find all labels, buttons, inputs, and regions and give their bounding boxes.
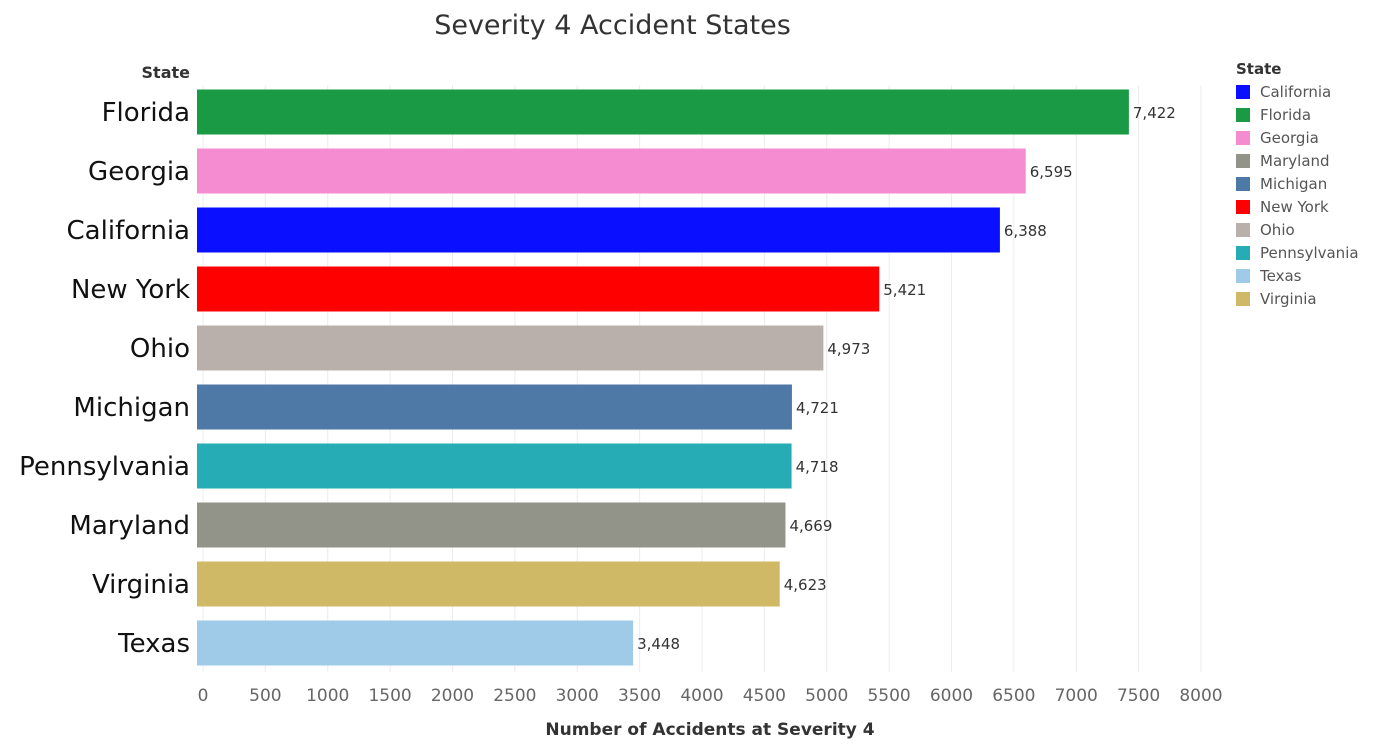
legend: State California Florida Georgia Maryland Mi…: [1236, 60, 1359, 310]
legend-swatch: [1236, 84, 1250, 99]
x-tick-label: 1000: [306, 686, 349, 706]
x-tick-label: 4500: [743, 686, 786, 706]
legend-item[interactable]: California: [1236, 80, 1359, 103]
y-axis-title: State: [142, 63, 191, 82]
legend-item[interactable]: Texas: [1236, 264, 1359, 287]
legend-label: California: [1260, 82, 1332, 101]
category-label: Maryland: [69, 511, 190, 541]
value-label: 4,669: [789, 517, 832, 535]
x-tick-label: 7000: [1055, 686, 1098, 706]
value-label: 7,422: [1133, 104, 1176, 122]
legend-label: Georgia: [1260, 128, 1319, 147]
x-tick-label: 7500: [1117, 686, 1160, 706]
category-label: Michigan: [73, 393, 190, 423]
x-tick-label: 5000: [805, 686, 848, 706]
value-label: 6,595: [1030, 163, 1073, 181]
category-label: New York: [71, 275, 190, 305]
category-label: Florida: [102, 98, 190, 128]
bar: [197, 443, 792, 489]
bar: [197, 148, 1026, 194]
value-label: 4,721: [796, 399, 839, 417]
category-label: Pennsylvania: [19, 452, 190, 482]
bar: [197, 266, 880, 312]
bars: [197, 89, 1129, 666]
legend-swatch: [1236, 199, 1250, 214]
legend-swatch: [1236, 222, 1250, 237]
legend-swatch: [1236, 291, 1250, 306]
value-label: 4,623: [784, 576, 827, 594]
bar: [197, 561, 780, 607]
category-label: Texas: [117, 629, 190, 659]
legend-label: New York: [1260, 197, 1329, 216]
legend-item[interactable]: Pennsylvania: [1236, 241, 1359, 264]
value-label: 4,973: [827, 340, 870, 358]
x-tick-label: 6000: [930, 686, 973, 706]
legend-label: Texas: [1260, 266, 1302, 285]
x-tick-label: 6500: [992, 686, 1035, 706]
legend-label: Ohio: [1260, 220, 1295, 239]
category-label: Georgia: [88, 157, 190, 187]
x-tick-label: 8000: [1179, 686, 1222, 706]
category-label: Virginia: [92, 570, 190, 600]
value-labels: 7,422 6,595 6,388 5,421 4,973 4,721 4,718 4,669…: [637, 104, 1176, 653]
legend-label: Michigan: [1260, 174, 1328, 193]
legend-item[interactable]: New York: [1236, 195, 1359, 218]
value-label: 3,448: [637, 635, 680, 653]
x-tick-label: 1500: [368, 686, 411, 706]
bar: [197, 502, 786, 548]
legend-title: State: [1236, 60, 1282, 78]
category-label: Ohio: [130, 334, 190, 364]
legend-label: Virginia: [1260, 289, 1317, 308]
bar: [197, 325, 824, 371]
legend-item[interactable]: Georgia: [1236, 126, 1359, 149]
x-tick-label: 0: [198, 686, 209, 706]
category-label: California: [67, 216, 190, 246]
legend-item[interactable]: Florida: [1236, 103, 1359, 126]
legend-swatch: [1236, 176, 1250, 191]
value-label: 6,388: [1004, 222, 1047, 240]
legend-swatch: [1236, 130, 1250, 145]
legend-label: Florida: [1260, 105, 1312, 124]
legend-swatch: [1236, 245, 1250, 260]
value-label: 4,718: [796, 458, 839, 476]
value-label: 5,421: [883, 281, 926, 299]
legend-swatch: [1236, 268, 1250, 283]
x-axis-title: Number of Accidents at Severity 4: [545, 720, 874, 740]
x-tick-label: 2000: [431, 686, 474, 706]
legend-swatch: [1236, 107, 1250, 122]
bar-chart: Florida Georgia California New York Ohio Mich…: [19, 63, 1223, 740]
bar: [197, 620, 634, 666]
legend-label: Pennsylvania: [1260, 243, 1359, 262]
x-tick-labels: 0 500 1000 1500 2000 2500 3000 3500 4000 4500 5000…: [198, 686, 1223, 706]
legend-item[interactable]: Maryland: [1236, 149, 1359, 172]
x-tick-label: 500: [249, 686, 281, 706]
x-tick-label: 5500: [867, 686, 910, 706]
legend-swatch: [1236, 153, 1250, 168]
bar: [197, 207, 1000, 253]
x-tick-label: 4000: [680, 686, 723, 706]
bar: [197, 89, 1129, 135]
legend-item[interactable]: Ohio: [1236, 218, 1359, 241]
category-labels: Florida Georgia California New York Ohio Mich…: [19, 98, 190, 659]
x-tick-label: 2500: [493, 686, 536, 706]
x-tick-label: 3000: [556, 686, 599, 706]
legend-item[interactable]: Virginia: [1236, 287, 1359, 310]
x-tick-label: 3500: [618, 686, 661, 706]
chart-title: Severity 4 Accident States: [434, 10, 791, 41]
bar: [197, 384, 792, 430]
legend-item[interactable]: Michigan: [1236, 172, 1359, 195]
legend-label: Maryland: [1260, 151, 1330, 170]
